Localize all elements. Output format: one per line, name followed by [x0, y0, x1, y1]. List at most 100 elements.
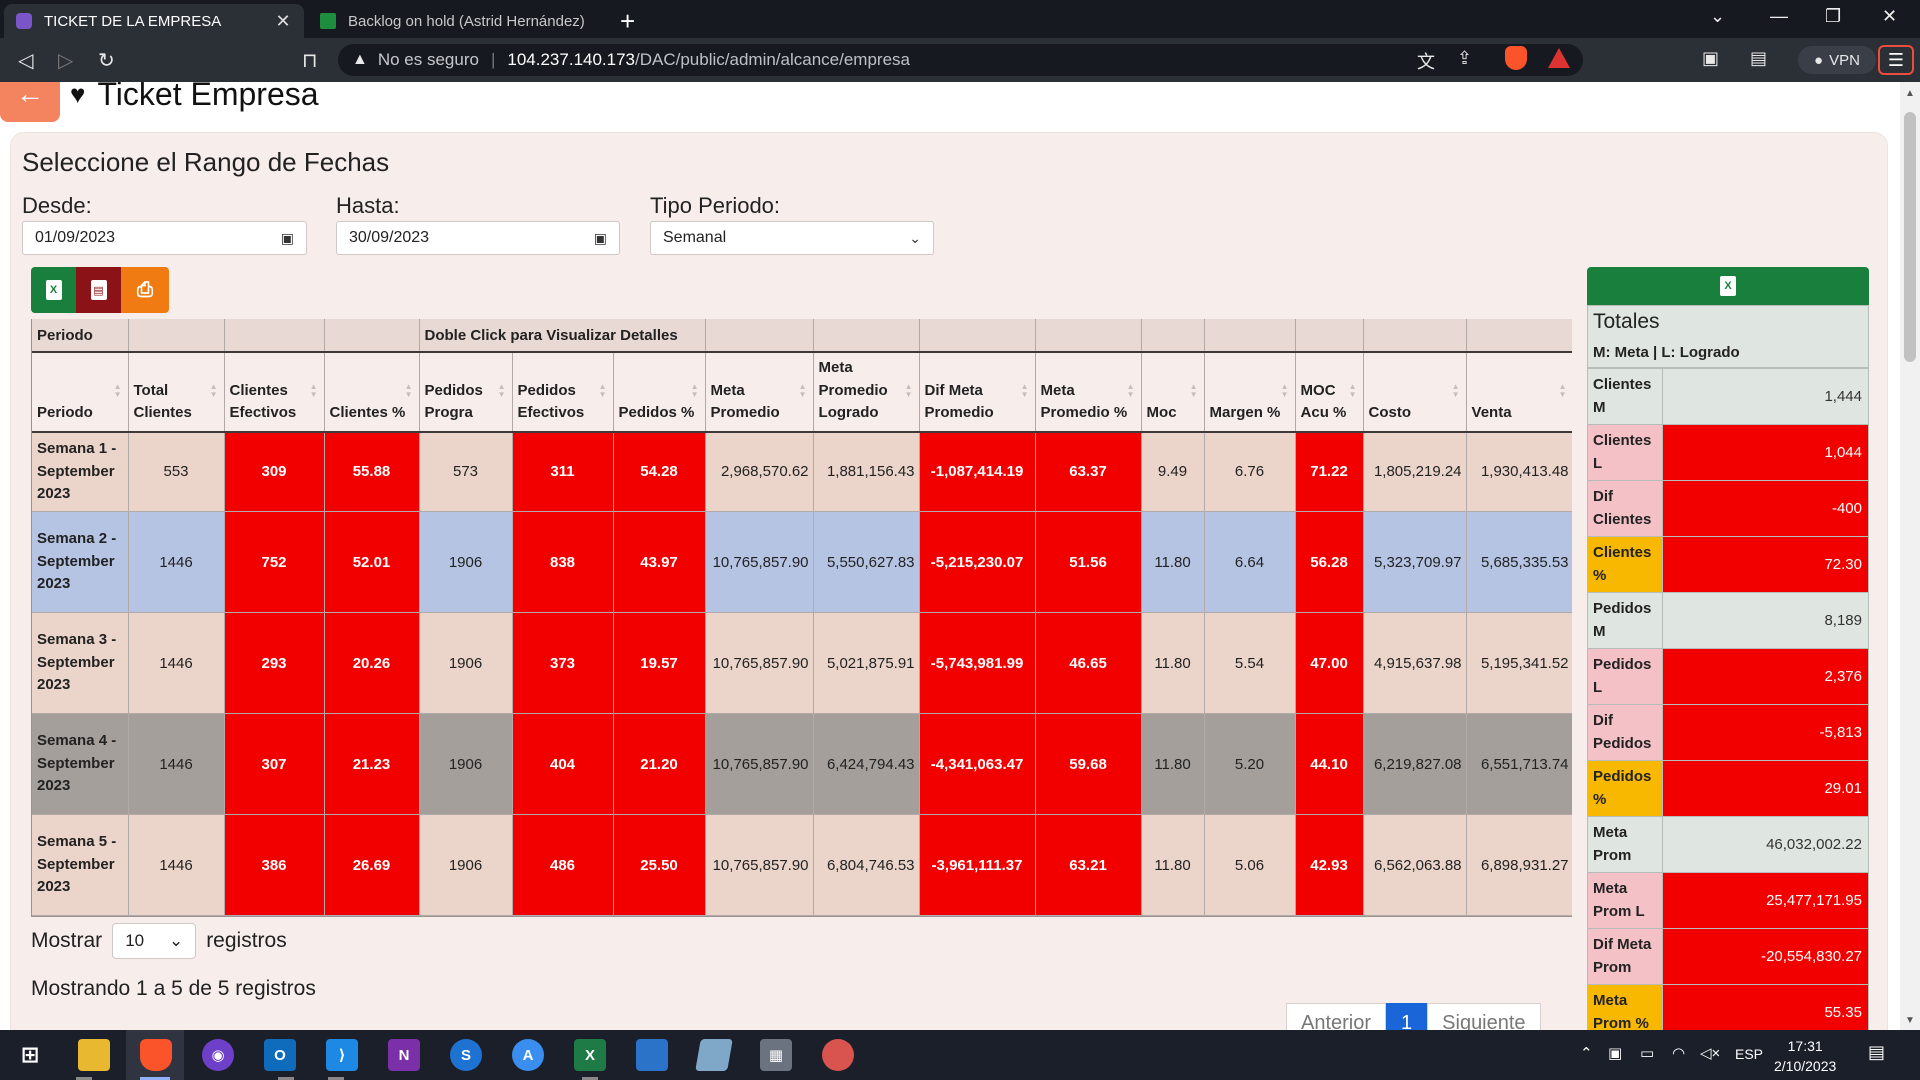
- cell-moc: 9.49: [1141, 431, 1205, 512]
- export-excel-button[interactable]: X: [31, 267, 76, 313]
- new-tab-icon[interactable]: +: [620, 6, 636, 36]
- remote-desktop-icon[interactable]: [636, 1039, 668, 1071]
- maximize-icon[interactable]: ❐: [1825, 6, 1842, 26]
- tab-backlog[interactable]: Backlog on hold (Astrid Hernández) -: [308, 4, 598, 38]
- bookmark-icon[interactable]: ⊓: [302, 50, 318, 72]
- app-store-icon[interactable]: A: [512, 1039, 544, 1071]
- totals-label: Meta Prom %: [1587, 984, 1663, 1030]
- tab-title: TICKET DE LA EMPRESA: [44, 12, 222, 30]
- tray-chevron-icon[interactable]: ⌃: [1580, 1045, 1593, 1062]
- totals-label: Clientes M: [1587, 368, 1663, 425]
- address-toolbar: ◁ ▷ ↻ ⊓ ▲ No es seguro | 104.237.140.173…: [0, 38, 1920, 82]
- battery-icon[interactable]: ▭: [1640, 1045, 1655, 1062]
- file-explorer-icon[interactable]: [78, 1039, 110, 1071]
- clock[interactable]: 17:31 2/10/2023: [1774, 1036, 1836, 1077]
- tray-security-icon[interactable]: ▣: [1608, 1045, 1623, 1062]
- calculator-icon[interactable]: ▦: [760, 1039, 792, 1071]
- table-row[interactable]: Semana 3 - September 2023 1446 293 20.26 190…: [32, 612, 1572, 714]
- reload-icon[interactable]: ↻: [98, 50, 115, 72]
- column-header[interactable]: Pedidos % ▲ ▼: [613, 352, 706, 433]
- sidebar-icon[interactable]: ▣: [1702, 48, 1720, 68]
- tab-search-chevron-icon[interactable]: ⌄: [1710, 6, 1726, 26]
- column-header[interactable]: Moc ▲ ▼: [1141, 352, 1205, 433]
- wifi-icon[interactable]: ◠: [1672, 1045, 1686, 1062]
- forward-icon[interactable]: ▷: [58, 50, 74, 72]
- sort-icon: ▲ ▼: [404, 382, 413, 399]
- minimize-icon[interactable]: —: [1770, 6, 1788, 26]
- tab-ticket-empresa[interactable]: TICKET DE LA EMPRESA ✕: [4, 4, 304, 38]
- print-button[interactable]: ⎙: [121, 267, 169, 313]
- onenote-icon[interactable]: N: [388, 1039, 420, 1071]
- share-icon[interactable]: ⇪: [1457, 48, 1473, 68]
- column-header[interactable]: Meta Promedio ▲ ▼: [705, 352, 814, 433]
- brave-shields-icon[interactable]: [1505, 46, 1527, 70]
- paint-icon[interactable]: [822, 1039, 854, 1071]
- cell-pedidos-pct: 43.97: [613, 511, 706, 613]
- table-row[interactable]: Semana 1 - September 2023 553 309 55.88 573 3…: [32, 431, 1572, 512]
- column-header[interactable]: Dif Meta Promedio ▲ ▼: [919, 352, 1036, 433]
- scroll-down-icon[interactable]: ▼: [1905, 1015, 1915, 1026]
- translate-icon[interactable]: 文: [1417, 52, 1435, 72]
- column-header[interactable]: Margen % ▲ ▼: [1204, 352, 1296, 433]
- close-tab-icon[interactable]: ✕: [275, 10, 291, 31]
- column-header[interactable]: Total Clientes ▲ ▼: [128, 352, 225, 433]
- cell-pedidos-progra: 1906: [419, 511, 513, 613]
- column-header[interactable]: Meta Promedio % ▲ ▼: [1035, 352, 1142, 433]
- column-header[interactable]: Clientes Efectivos ▲ ▼: [224, 352, 325, 433]
- table-row[interactable]: Semana 4 - September 2023 1446 307 21.23 190…: [32, 713, 1572, 815]
- column-header[interactable]: Costo ▲ ▼: [1363, 352, 1467, 433]
- totals-value: 1,444: [1662, 368, 1869, 425]
- cell-venta: 1,930,413.48: [1466, 431, 1572, 512]
- tipo-periodo-select[interactable]: Semanal ⌄: [650, 221, 934, 255]
- hasta-date-input[interactable]: 30/09/2023 ▣: [336, 221, 620, 255]
- cell-pedidos-pct: 25.50: [613, 814, 706, 916]
- column-header[interactable]: Pedidos Efectivos ▲ ▼: [512, 352, 614, 433]
- calendar-icon[interactable]: ▣: [593, 229, 607, 246]
- start-icon[interactable]: ⊞: [20, 1042, 40, 1067]
- cell-clientes-efectivos: 386: [224, 814, 325, 916]
- column-header[interactable]: Periodo ▲ ▼: [32, 352, 129, 433]
- cell-meta-pct: 46.65: [1035, 612, 1142, 714]
- scrollbar-thumb[interactable]: [1904, 112, 1916, 362]
- column-header[interactable]: Meta Promedio Logrado ▲ ▼: [813, 352, 920, 433]
- group-header-detalle: Doble Click para Visualizar Detalles: [419, 319, 706, 353]
- volume-muted-icon[interactable]: ◁×: [1700, 1045, 1721, 1062]
- brave-icon[interactable]: [140, 1039, 172, 1071]
- language-indicator[interactable]: ESP: [1735, 1046, 1764, 1062]
- totals-export-excel-button[interactable]: X: [1587, 267, 1869, 305]
- scroll-up-icon[interactable]: ▲: [1905, 88, 1915, 99]
- excel-icon[interactable]: X: [574, 1039, 606, 1071]
- column-header[interactable]: Venta ▲ ▼: [1466, 352, 1572, 433]
- page-scrollbar[interactable]: ▲ ▼: [1900, 82, 1920, 1030]
- export-pdf-button[interactable]: ▤: [76, 267, 121, 313]
- github-icon[interactable]: ◉: [202, 1039, 234, 1071]
- sublime-icon[interactable]: S: [450, 1039, 482, 1071]
- browser-menu-button[interactable]: ☰: [1878, 45, 1914, 75]
- wallet-icon[interactable]: ▤: [1750, 48, 1768, 68]
- table-row[interactable]: Semana 5 - September 2023 1446 386 26.69 190…: [32, 814, 1572, 916]
- back-icon[interactable]: ◁: [18, 50, 34, 72]
- notes-icon[interactable]: [695, 1039, 733, 1071]
- totals-label: Pedidos M: [1587, 592, 1663, 649]
- column-header[interactable]: Pedidos Progra ▲ ▼: [419, 352, 513, 433]
- column-header[interactable]: Clientes % ▲ ▼: [324, 352, 420, 433]
- calendar-icon[interactable]: ▣: [280, 229, 294, 246]
- outlook-icon[interactable]: O: [264, 1039, 296, 1071]
- vpn-button[interactable]: ● VPN: [1798, 46, 1876, 74]
- notifications-icon[interactable]: ▤: [1868, 1042, 1886, 1062]
- cell-meta-pct: 63.21: [1035, 814, 1142, 916]
- table-row[interactable]: Semana 2 - September 2023 1446 752 52.01 190…: [32, 511, 1572, 613]
- close-window-icon[interactable]: ✕: [1882, 6, 1898, 26]
- pager-next[interactable]: Siguiente: [1427, 1003, 1541, 1030]
- pager-page-1[interactable]: 1: [1386, 1003, 1428, 1030]
- vscode-icon[interactable]: ⟩: [326, 1039, 358, 1071]
- column-header[interactable]: MOC Acu % ▲ ▼: [1295, 352, 1364, 433]
- pager-prev[interactable]: Anterior: [1286, 1003, 1387, 1030]
- back-button[interactable]: ←: [0, 82, 60, 122]
- cell-margen: 5.06: [1204, 814, 1296, 916]
- cell-total-clientes: 553: [128, 431, 225, 512]
- page-length-select[interactable]: 10 ⌄: [112, 923, 197, 959]
- totals-table: Clientes M 1,444 Clientes L 1,044 Dif Client…: [1587, 368, 1869, 1030]
- url-bar[interactable]: ▲ No es seguro | 104.237.140.173 /DAC/pu…: [338, 44, 1583, 76]
- desde-date-input[interactable]: 01/09/2023 ▣: [22, 221, 307, 255]
